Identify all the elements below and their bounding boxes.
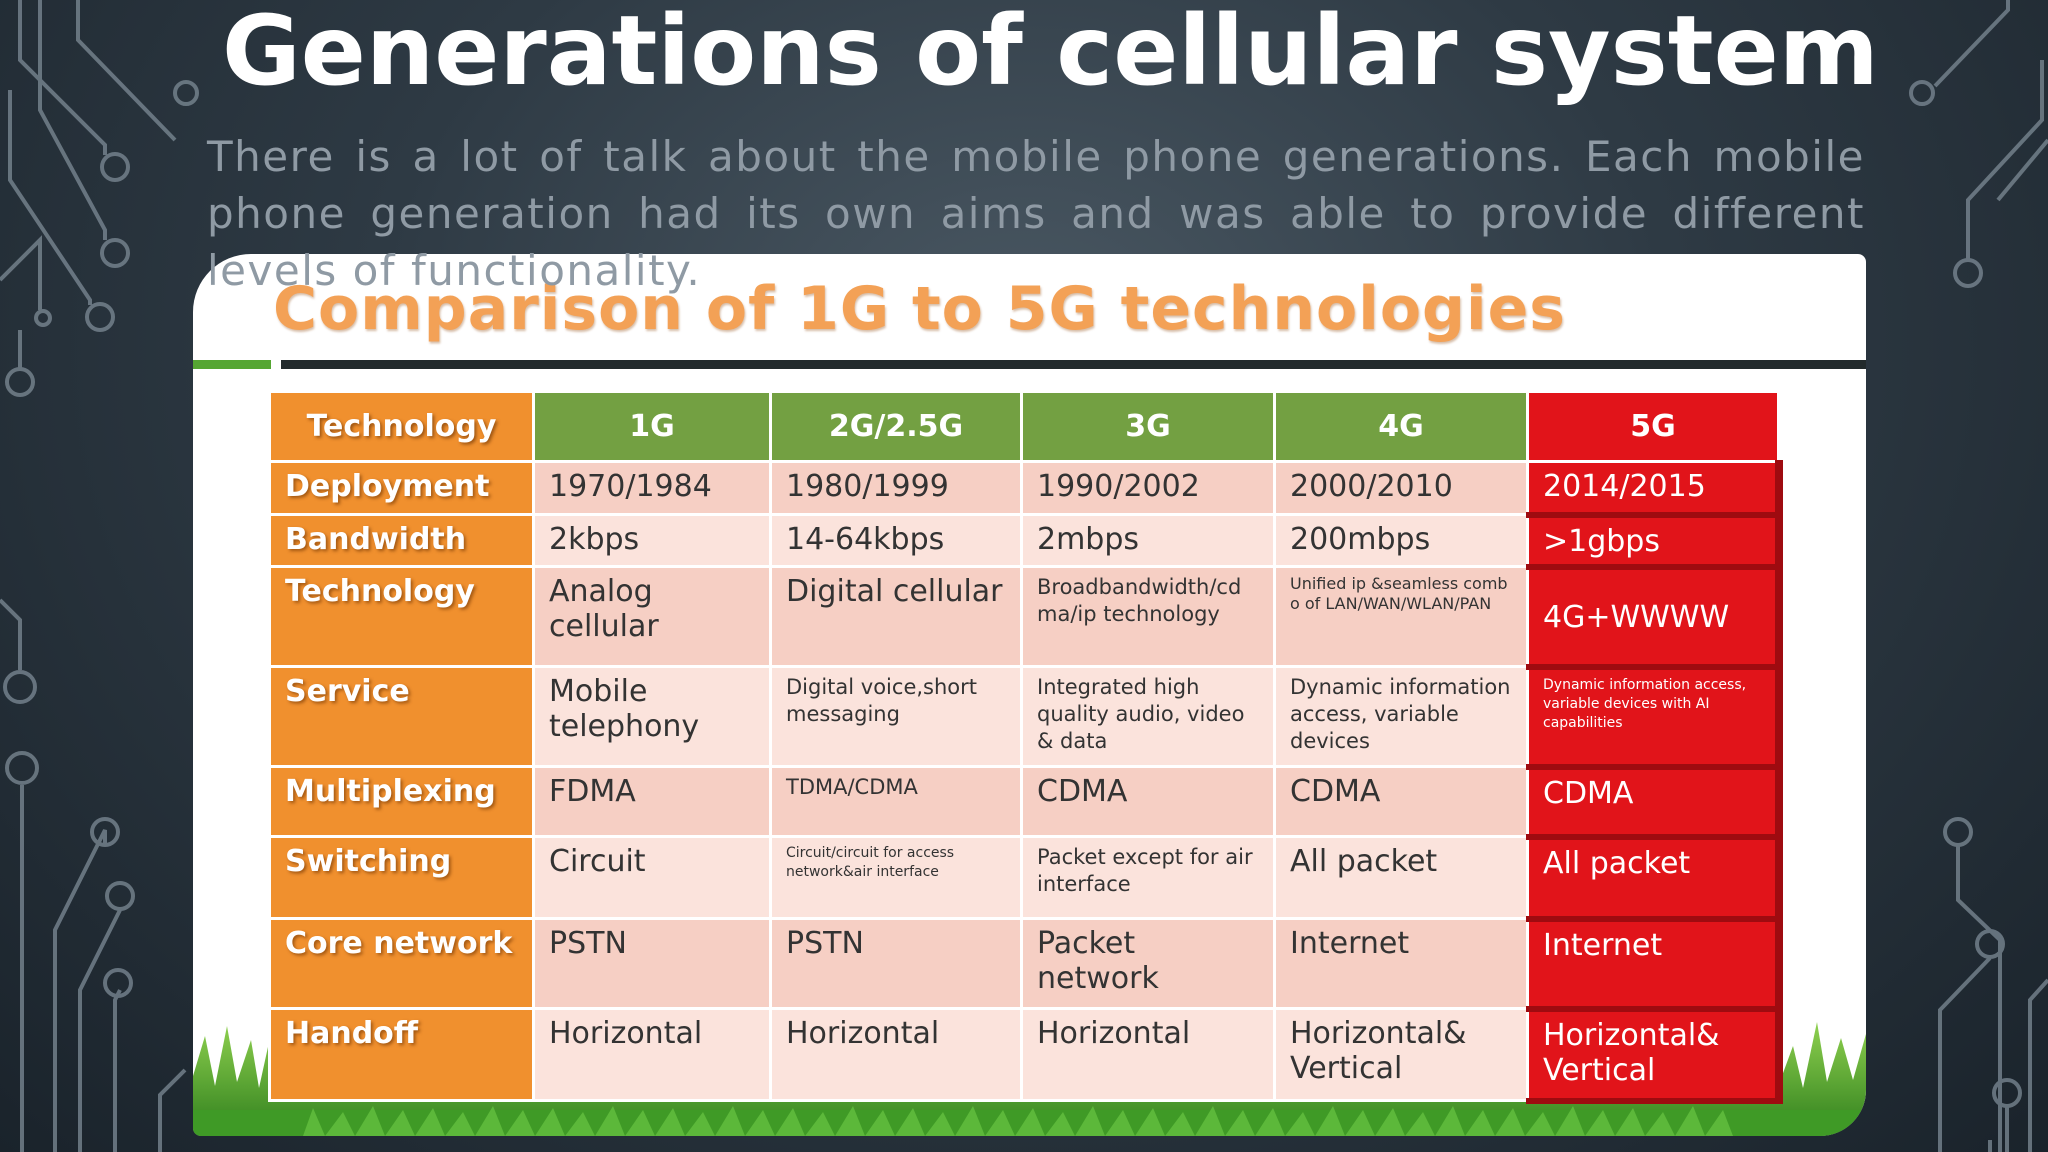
table-cell-5g: CDMA	[1526, 765, 1783, 840]
header-3g: 3G	[1020, 390, 1276, 463]
table-cell-5g: 4G+WWWW	[1526, 565, 1783, 670]
table-cell: Mobile telephony	[532, 665, 772, 768]
table-cell-5g: >1gbps	[1526, 513, 1783, 570]
row-label: Bandwidth	[268, 513, 535, 568]
table-cell: PSTN	[769, 917, 1023, 1010]
table-cell: 200mbps	[1273, 513, 1529, 568]
table-row: Bandwidth 2kbps 14-64kbps 2mbps 200mbps …	[268, 513, 1783, 570]
table-cell: Horizontal	[769, 1007, 1023, 1102]
table-cell: PSTN	[532, 917, 772, 1010]
title-rule-dark	[281, 360, 1866, 369]
table-row: Service Mobile telephony Digital voice,s…	[268, 665, 1783, 770]
table-cell: TDMA/CDMA	[769, 765, 1023, 838]
table-row: Handoff Horizontal Horizontal Horizontal…	[268, 1007, 1783, 1104]
header-4g: 4G	[1273, 390, 1529, 463]
header-technology: Technology	[268, 390, 535, 463]
table-cell: 14-64kbps	[769, 513, 1023, 568]
table-cell: 2mbps	[1020, 513, 1276, 568]
table-cell: Unified ip &seamless combo of LAN/WAN/WL…	[1273, 565, 1529, 668]
row-label: Technology	[268, 565, 535, 668]
table-row: Switching Circuit Circuit/circuit for ac…	[268, 835, 1783, 922]
table-row: Deployment 1970/1984 1980/1999 1990/2002…	[268, 460, 1783, 518]
grass-decoration	[193, 1022, 1866, 1136]
table-cell: 2kbps	[532, 513, 772, 568]
table-cell: FDMA	[532, 765, 772, 838]
table-cell: Horizontal& Vertical	[1273, 1007, 1529, 1102]
table-cell-5g: Horizontal& Vertical	[1526, 1007, 1783, 1104]
table-cell: CDMA	[1273, 765, 1529, 838]
table-cell: Circuit	[532, 835, 772, 920]
comparison-table: Technology 1G 2G/2.5G 3G 4G 5G Deploymen…	[268, 390, 1783, 1104]
table-cell: Internet	[1273, 917, 1529, 1010]
table-header-row: Technology 1G 2G/2.5G 3G 4G 5G	[268, 390, 1780, 463]
slide-title: Generations of cellular system	[222, 0, 1879, 107]
table-cell: Packet except for air interface	[1020, 835, 1276, 920]
table-cell: Dynamic information access, variable dev…	[1273, 665, 1529, 768]
table-cell: Broadbandwidth/cdma/ip technology	[1020, 565, 1276, 668]
table-cell: All packet	[1273, 835, 1529, 920]
table-cell: Integrated high quality audio, video & d…	[1020, 665, 1276, 768]
header-5g: 5G	[1526, 390, 1780, 463]
row-label: Service	[268, 665, 535, 768]
table-cell-5g: 2014/2015	[1526, 460, 1783, 518]
table-row: Core network PSTN PSTN Packet network In…	[268, 917, 1783, 1012]
table-cell: Digital voice,short messaging	[769, 665, 1023, 768]
table-row: Multiplexing FDMA TDMA/CDMA CDMA CDMA CD…	[268, 765, 1783, 840]
table-cell-5g: Internet	[1526, 917, 1783, 1012]
table-cell: Horizontal	[532, 1007, 772, 1102]
table-cell: Digital cellular	[769, 565, 1023, 668]
table-cell-5g: Dynamic information access, variable dev…	[1526, 665, 1783, 770]
header-2g: 2G/2.5G	[769, 390, 1023, 463]
table-cell: Packet network	[1020, 917, 1276, 1010]
row-label: Multiplexing	[268, 765, 535, 838]
table-cell-5g: All packet	[1526, 835, 1783, 922]
row-label: Deployment	[268, 460, 535, 516]
table-cell: Horizontal	[1020, 1007, 1276, 1102]
row-label: Switching	[268, 835, 535, 920]
comparison-image-card: Comparison of 1G to 5G technologies Tech…	[193, 254, 1866, 1136]
table-cell: 2000/2010	[1273, 460, 1529, 516]
table-row: Technology Analog cellular Digital cellu…	[268, 565, 1783, 670]
header-1g: 1G	[532, 390, 772, 463]
table-cell: 1990/2002	[1020, 460, 1276, 516]
title-rule-green	[193, 360, 271, 369]
table-cell: 1970/1984	[532, 460, 772, 516]
table-cell: Circuit/circuit for access network&air i…	[769, 835, 1023, 920]
card-title: Comparison of 1G to 5G technologies	[273, 274, 1566, 344]
table-cell: 1980/1999	[769, 460, 1023, 516]
row-label: Core network	[268, 917, 535, 1010]
row-label: Handoff	[268, 1007, 535, 1102]
intro-paragraph: There is a lot of talk about the mobile …	[207, 132, 1865, 295]
table-cell: CDMA	[1020, 765, 1276, 838]
table-cell: Analog cellular	[532, 565, 772, 668]
